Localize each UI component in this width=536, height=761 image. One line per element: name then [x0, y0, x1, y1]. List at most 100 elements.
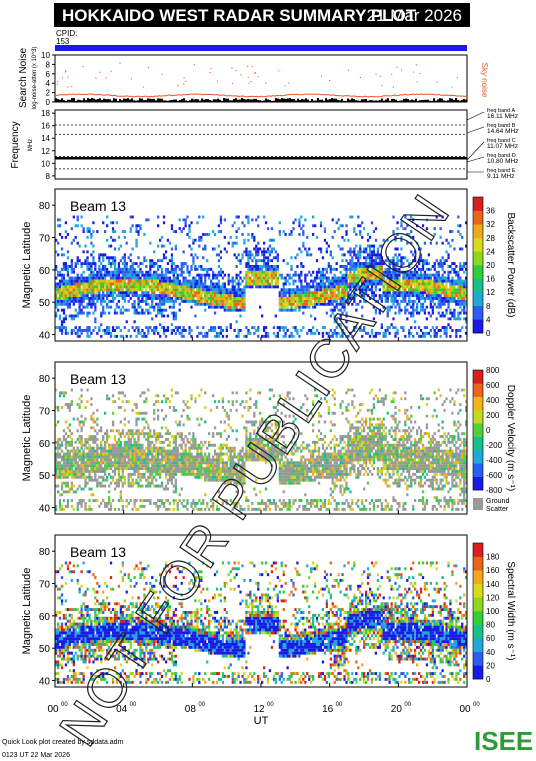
radar-cell	[160, 440, 164, 444]
radar-cell	[300, 329, 303, 332]
radar-cell	[170, 472, 174, 476]
radar-cell	[160, 276, 164, 280]
radar-cell	[253, 326, 256, 330]
radar-cell	[157, 507, 160, 511]
radar-cell	[92, 282, 95, 286]
search-noise-bar	[57, 99, 59, 102]
radar-cell	[82, 270, 85, 274]
radar-cell	[390, 285, 393, 289]
radar-cell	[196, 326, 199, 330]
radar-cell	[159, 452, 162, 456]
radar-cell	[200, 276, 203, 280]
radar-cell	[182, 291, 185, 295]
radar-cell	[157, 408, 160, 412]
radar-cell	[284, 297, 287, 300]
noise-dot	[456, 76, 458, 79]
radar-cell	[418, 273, 421, 277]
radar-cell	[261, 282, 264, 286]
radar-cell	[202, 302, 205, 306]
search-noise-bar	[117, 100, 119, 102]
radar-cell	[349, 250, 352, 254]
radar-cell	[70, 285, 73, 289]
radar-cell	[212, 282, 215, 286]
radar-cell	[394, 238, 397, 242]
radar-cell	[157, 400, 160, 404]
radar-cell	[396, 299, 399, 303]
radar-cell	[206, 297, 209, 300]
radar-cell	[457, 297, 460, 300]
radar-cell	[335, 262, 338, 266]
radar-cell	[178, 288, 181, 292]
radar-cell	[70, 400, 73, 404]
radar-cell	[72, 452, 75, 456]
radar-cell	[57, 291, 60, 295]
radar-cell	[357, 215, 360, 219]
radar-cell	[345, 285, 348, 289]
radar-cell	[102, 294, 105, 298]
radar-cell	[121, 429, 124, 433]
radar-cell	[104, 443, 107, 447]
radar-cell	[90, 253, 93, 257]
radar-cell	[419, 302, 423, 306]
radar-cell	[374, 294, 378, 298]
radar-cell	[376, 331, 380, 335]
radar-cell	[162, 487, 166, 491]
radar-cell	[94, 276, 97, 280]
radar-cell	[55, 484, 58, 488]
radar-cell	[141, 299, 144, 303]
radar-cell	[62, 262, 66, 266]
search-noise-bar	[423, 99, 425, 102]
radar-cell	[261, 314, 264, 318]
radar-cell	[62, 279, 66, 283]
radar-cell	[253, 273, 256, 277]
radar-cell	[121, 279, 124, 283]
radar-cell	[370, 276, 374, 280]
radar-cell	[149, 279, 152, 283]
radar-cell	[257, 267, 260, 271]
radar-cell	[192, 285, 195, 289]
radar-cell	[392, 291, 395, 295]
radar-cell	[249, 285, 252, 289]
radar-cell	[109, 481, 113, 485]
radar-cell	[374, 256, 378, 260]
radar-cell	[210, 326, 213, 330]
radar-cell	[402, 329, 405, 332]
plot-date: 21 Mar 2026	[366, 6, 462, 25]
radar-cell	[117, 507, 121, 511]
radar-cell	[396, 294, 399, 298]
radar-cell	[94, 449, 97, 453]
radar-cell	[451, 311, 454, 315]
radar-cell	[419, 285, 423, 289]
radar-cell	[335, 221, 338, 225]
radar-cell	[92, 411, 95, 415]
radar-cell	[396, 227, 399, 231]
cpid-bar	[55, 45, 467, 51]
radar-cell	[353, 227, 356, 231]
radar-cell	[376, 262, 380, 266]
radar-cell	[319, 276, 323, 280]
radar-cell	[241, 288, 244, 292]
radar-cell	[425, 259, 429, 263]
radar-cell	[68, 429, 71, 433]
radar-cell	[127, 461, 130, 465]
radar-cell	[341, 279, 344, 283]
radar-cell	[106, 270, 109, 274]
search-noise-bar	[235, 98, 237, 102]
radar-cell	[298, 305, 301, 309]
radar-cell	[98, 446, 101, 450]
radar-cell	[149, 458, 152, 462]
radar-cell	[76, 279, 79, 283]
radar-cell	[60, 253, 64, 257]
radar-cell	[298, 218, 301, 222]
radar-cell	[137, 329, 140, 332]
radar-cell	[341, 288, 344, 292]
radar-cell	[296, 291, 299, 295]
radar-cell	[361, 276, 364, 280]
radar-cell	[365, 247, 368, 251]
radar-cell	[353, 276, 356, 280]
radar-cell	[60, 475, 64, 479]
radar-cell	[227, 279, 230, 283]
radar-cell	[162, 302, 166, 306]
radar-cell	[174, 331, 177, 335]
radar-cell	[268, 265, 272, 268]
